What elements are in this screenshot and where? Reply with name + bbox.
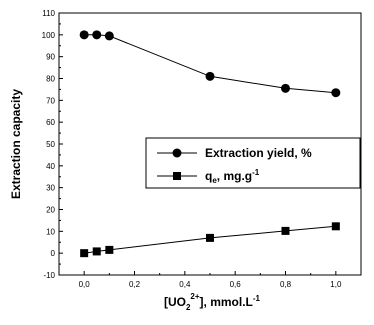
legend-square-marker (173, 172, 181, 180)
y-tick-label: 20 (46, 206, 55, 215)
legend-label-qe: qe, mg.g-1 (205, 168, 260, 185)
x-tick-label: 0,8 (280, 280, 292, 289)
data-point-extraction-yield (79, 30, 89, 40)
y-tick-label: -10 (43, 271, 55, 280)
y-axis-title: Extraction capacity (9, 89, 23, 199)
x-tick-label: 0,0 (79, 280, 91, 289)
y-axis: -10 0 10 20 30 40 50 60 70 80 90 100 110 (42, 9, 63, 280)
data-point-extraction-yield (331, 88, 341, 98)
data-point-qe (206, 233, 214, 242)
legend-item-qe: qe, mg.g-1 (157, 168, 260, 185)
y-tick-label: 40 (46, 162, 55, 171)
legend-item-extraction-yield: Extraction yield, % (157, 146, 312, 160)
y-tick-label: 110 (42, 9, 55, 18)
y-tick-label: 60 (46, 118, 55, 127)
y-tick-label: 80 (46, 75, 55, 84)
y-tick-label: 50 (46, 140, 55, 149)
x-tick-label: 0,6 (230, 280, 242, 289)
data-point-extraction-yield (205, 71, 215, 81)
legend-circle-marker (172, 148, 182, 158)
x-axis: 0,0 0,2 0,4 0,6 0,8 1,0 (79, 271, 362, 289)
x-tick-label: 1,0 (330, 280, 342, 289)
data-point-qe (105, 245, 114, 254)
legend-box (145, 137, 361, 189)
legend: Extraction yield, % qe, mg.g-1 (145, 137, 361, 189)
y-tick-label: 0 (51, 249, 56, 258)
data-point-qe (92, 247, 101, 256)
y-tick-label: 100 (42, 31, 56, 40)
y-tick-label: 70 (46, 96, 55, 105)
data-point-qe (331, 222, 340, 231)
legend-label-extraction-yield: Extraction yield, % (205, 146, 312, 160)
data-point-extraction-yield (92, 30, 102, 40)
y-tick-label: 10 (46, 227, 55, 236)
x-tick-label: 0,4 (179, 280, 191, 289)
y-tick-label: 90 (46, 53, 55, 62)
data-point-qe (281, 226, 290, 235)
data-point-extraction-yield (281, 83, 290, 93)
series-layer (79, 30, 341, 258)
y-tick-label: 30 (46, 184, 55, 193)
x-axis-title: [UO22+], mmol.L-1 (164, 292, 261, 312)
data-point-extraction-yield (104, 31, 114, 41)
series-line-extraction-yield (84, 34, 336, 94)
data-point-qe (80, 249, 89, 258)
x-tick-label: 0,2 (129, 280, 141, 289)
